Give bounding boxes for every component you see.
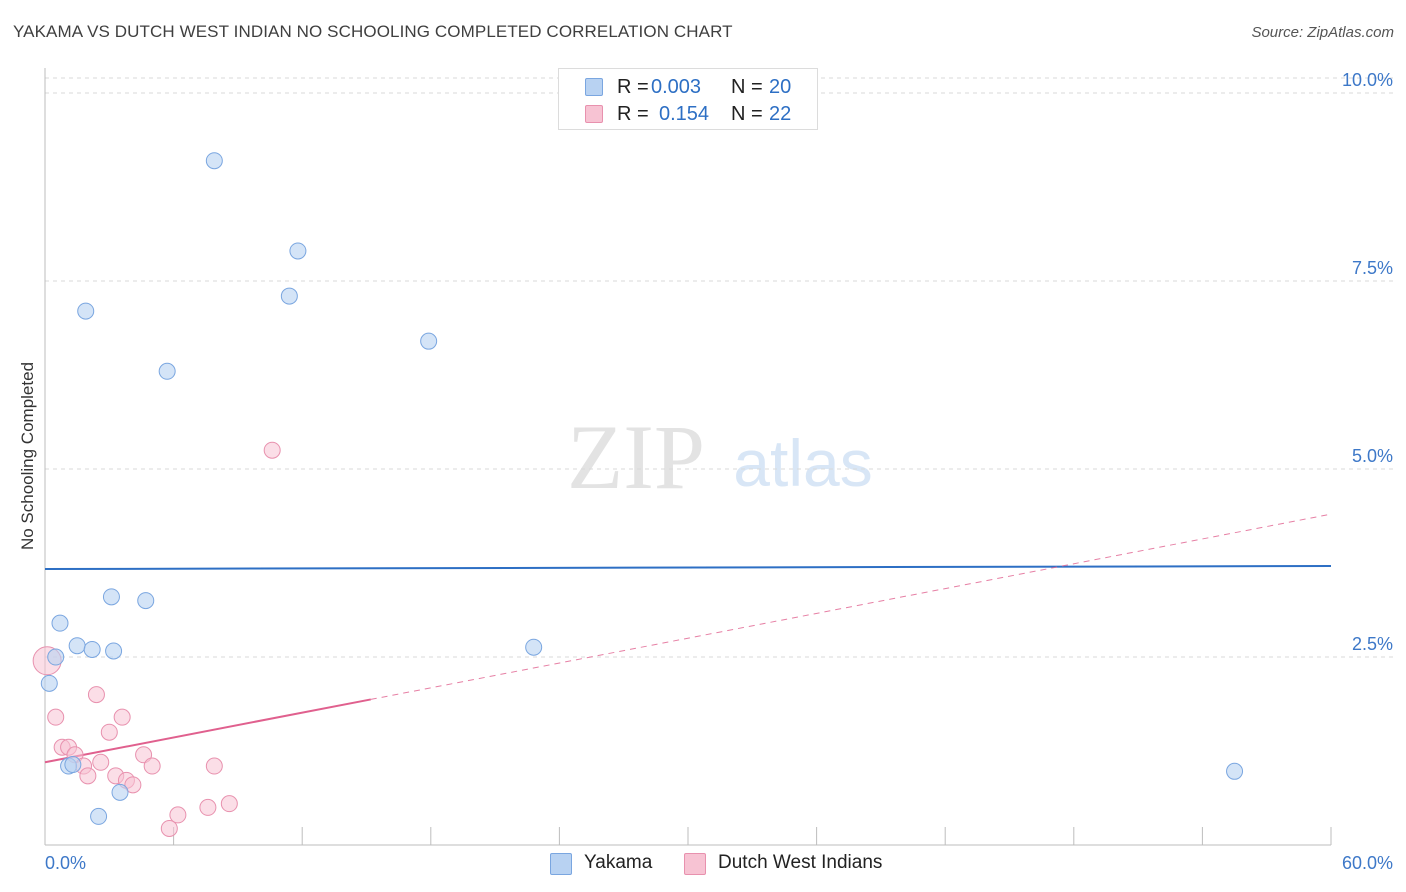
dutch-west-indians-point [205, 757, 223, 775]
yakama-swatch [585, 78, 603, 96]
dutch-west-indians-point [100, 723, 118, 741]
yakama-point [40, 674, 58, 692]
x-tick-label: 0.0% [45, 853, 86, 873]
dutch-west-indians-point [87, 686, 105, 704]
yakama-point [289, 242, 307, 260]
yakama-point [420, 332, 438, 350]
y-tick-label: 5.0% [1352, 446, 1393, 466]
yakama-point [280, 287, 298, 305]
stats-legend: R = 0.003 N = 20 R = 0.154 N = 22 [558, 68, 818, 130]
legend-label: Yakama [584, 852, 653, 873]
source-credit: Source: ZipAtlas.com [1251, 24, 1394, 41]
yakama-point [64, 756, 82, 774]
watermark-zip: ZIP [567, 406, 705, 508]
y-tick-label: 2.5% [1352, 634, 1393, 654]
r-label: R = [617, 103, 649, 125]
dutch-swatch [684, 853, 706, 875]
dutch-west-indians-point [143, 757, 161, 775]
dutch-west-indians-point [169, 806, 187, 824]
yakama-point [47, 648, 65, 666]
y-tick-label: 7.5% [1352, 258, 1393, 278]
r-value: 0.003 [651, 76, 702, 98]
x-tick-label: 60.0% [1342, 853, 1393, 873]
yakama-swatch [550, 853, 572, 875]
watermark: ZIP atlas [567, 406, 873, 508]
r-label: R = [617, 76, 649, 98]
dutch-west-indians-point [220, 795, 238, 813]
yakama-trend-line [44, 565, 1332, 571]
chart-title: YAKAMA VS DUTCH WEST INDIAN NO SCHOOLING… [13, 22, 733, 41]
n-value: 22 [769, 103, 792, 125]
series-legend: Yakama Dutch West Indians [0, 852, 1406, 878]
n-label: N = [731, 103, 763, 125]
dutch-west-indians-point [135, 746, 153, 764]
yakama-point [1226, 762, 1244, 780]
dutch-west-indians-point [263, 441, 281, 459]
dutch-west-indians-point [160, 819, 178, 837]
dutch-west-indians-point [113, 708, 131, 726]
yakama-point [158, 362, 176, 380]
dutch-west-indians-point [199, 798, 217, 816]
stats-row-yakama: R = 0.003 N = 20 [559, 76, 819, 100]
dutch-west-indians-point [124, 776, 142, 794]
y-tick-label: 10.0% [1342, 70, 1393, 90]
n-label: N = [731, 76, 763, 98]
dutch-west-indians-point [79, 767, 97, 785]
dutch-swatch [585, 105, 603, 123]
watermark-atlas: atlas [733, 426, 872, 500]
r-value: 0.154 [659, 103, 710, 125]
yakama-point [102, 588, 120, 606]
legend-label: Dutch West Indians [718, 852, 883, 873]
yakama-point [90, 807, 108, 825]
yakama-point [111, 783, 129, 801]
yakama-point [105, 642, 123, 660]
n-value: 20 [769, 76, 792, 98]
yakama-point [137, 592, 155, 610]
dutch-west-indians-point [47, 708, 65, 726]
stats-row-dutch: R = 0.154 N = 22 [559, 103, 819, 127]
yakama-point [68, 637, 86, 655]
yakama-point [83, 640, 101, 658]
yakama-point [525, 638, 543, 656]
yakama-point [205, 152, 223, 170]
yakama-point [51, 614, 69, 632]
yakama-point [77, 302, 95, 320]
dutch-trend-line-solid [44, 698, 371, 764]
dutch-trend-line-dashed [370, 513, 1332, 700]
dutch-west-indians-point [92, 753, 110, 771]
